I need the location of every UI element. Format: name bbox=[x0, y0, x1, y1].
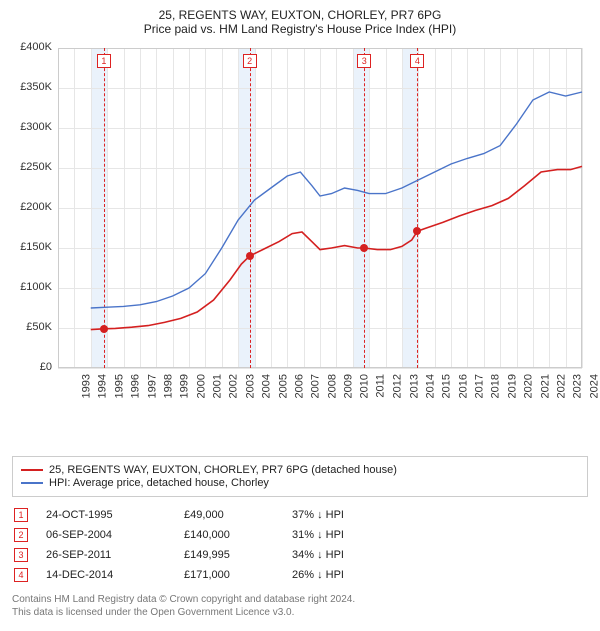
sales-row-date: 24-OCT-1995 bbox=[46, 509, 166, 521]
sales-row: 4 14-DEC-2014 £171,000 26% ↓ HPI bbox=[12, 565, 588, 585]
sales-row: 2 06-SEP-2004 £140,000 31% ↓ HPI bbox=[12, 525, 588, 545]
sales-row-marker: 2 bbox=[14, 528, 28, 542]
price-chart: 1993199419951996199719981999200020012002… bbox=[12, 42, 588, 422]
footer-line2: This data is licensed under the Open Gov… bbox=[12, 606, 588, 619]
sale-point bbox=[413, 227, 421, 235]
legend-item: HPI: Average price, detached house, Chor… bbox=[21, 477, 579, 489]
legend-item: 25, REGENTS WAY, EUXTON, CHORLEY, PR7 6P… bbox=[21, 464, 579, 476]
sales-row-pct: 34% ↓ HPI bbox=[292, 549, 382, 561]
chart-container: 25, REGENTS WAY, EUXTON, CHORLEY, PR7 6P… bbox=[0, 0, 600, 631]
sales-table: 1 24-OCT-1995 £49,000 37% ↓ HPI 2 06-SEP-2004… bbox=[12, 505, 588, 585]
sales-row-date: 06-SEP-2004 bbox=[46, 529, 166, 541]
title-block: 25, REGENTS WAY, EUXTON, CHORLEY, PR7 6P… bbox=[12, 8, 588, 36]
sales-row-price: £49,000 bbox=[184, 509, 274, 521]
legend-swatch bbox=[21, 469, 43, 471]
sale-point bbox=[100, 325, 108, 333]
series-line bbox=[91, 92, 582, 308]
sales-row-date: 14-DEC-2014 bbox=[46, 569, 166, 581]
title-address: 25, REGENTS WAY, EUXTON, CHORLEY, PR7 6P… bbox=[12, 8, 588, 22]
sales-row-marker: 3 bbox=[14, 548, 28, 562]
sales-row-price: £149,995 bbox=[184, 549, 274, 561]
sales-row-marker: 4 bbox=[14, 568, 28, 582]
sales-row-pct: 26% ↓ HPI bbox=[292, 569, 382, 581]
sale-point bbox=[360, 244, 368, 252]
series-lines bbox=[12, 42, 588, 422]
sales-row-price: £171,000 bbox=[184, 569, 274, 581]
sales-row-pct: 37% ↓ HPI bbox=[292, 509, 382, 521]
legend: 25, REGENTS WAY, EUXTON, CHORLEY, PR7 6P… bbox=[12, 456, 588, 497]
legend-swatch bbox=[21, 482, 43, 484]
sales-row: 3 26-SEP-2011 £149,995 34% ↓ HPI bbox=[12, 545, 588, 565]
x-axis-label: 2024 bbox=[588, 374, 600, 398]
sales-row-pct: 31% ↓ HPI bbox=[292, 529, 382, 541]
sales-row: 1 24-OCT-1995 £49,000 37% ↓ HPI bbox=[12, 505, 588, 525]
footer-note: Contains HM Land Registry data © Crown c… bbox=[12, 593, 588, 619]
sales-row-price: £140,000 bbox=[184, 529, 274, 541]
sale-point bbox=[246, 252, 254, 260]
legend-label: 25, REGENTS WAY, EUXTON, CHORLEY, PR7 6P… bbox=[49, 464, 397, 476]
legend-label: HPI: Average price, detached house, Chor… bbox=[49, 477, 269, 489]
sales-row-date: 26-SEP-2011 bbox=[46, 549, 166, 561]
footer-line1: Contains HM Land Registry data © Crown c… bbox=[12, 593, 588, 606]
title-subtitle: Price paid vs. HM Land Registry's House … bbox=[12, 22, 588, 36]
sales-row-marker: 1 bbox=[14, 508, 28, 522]
